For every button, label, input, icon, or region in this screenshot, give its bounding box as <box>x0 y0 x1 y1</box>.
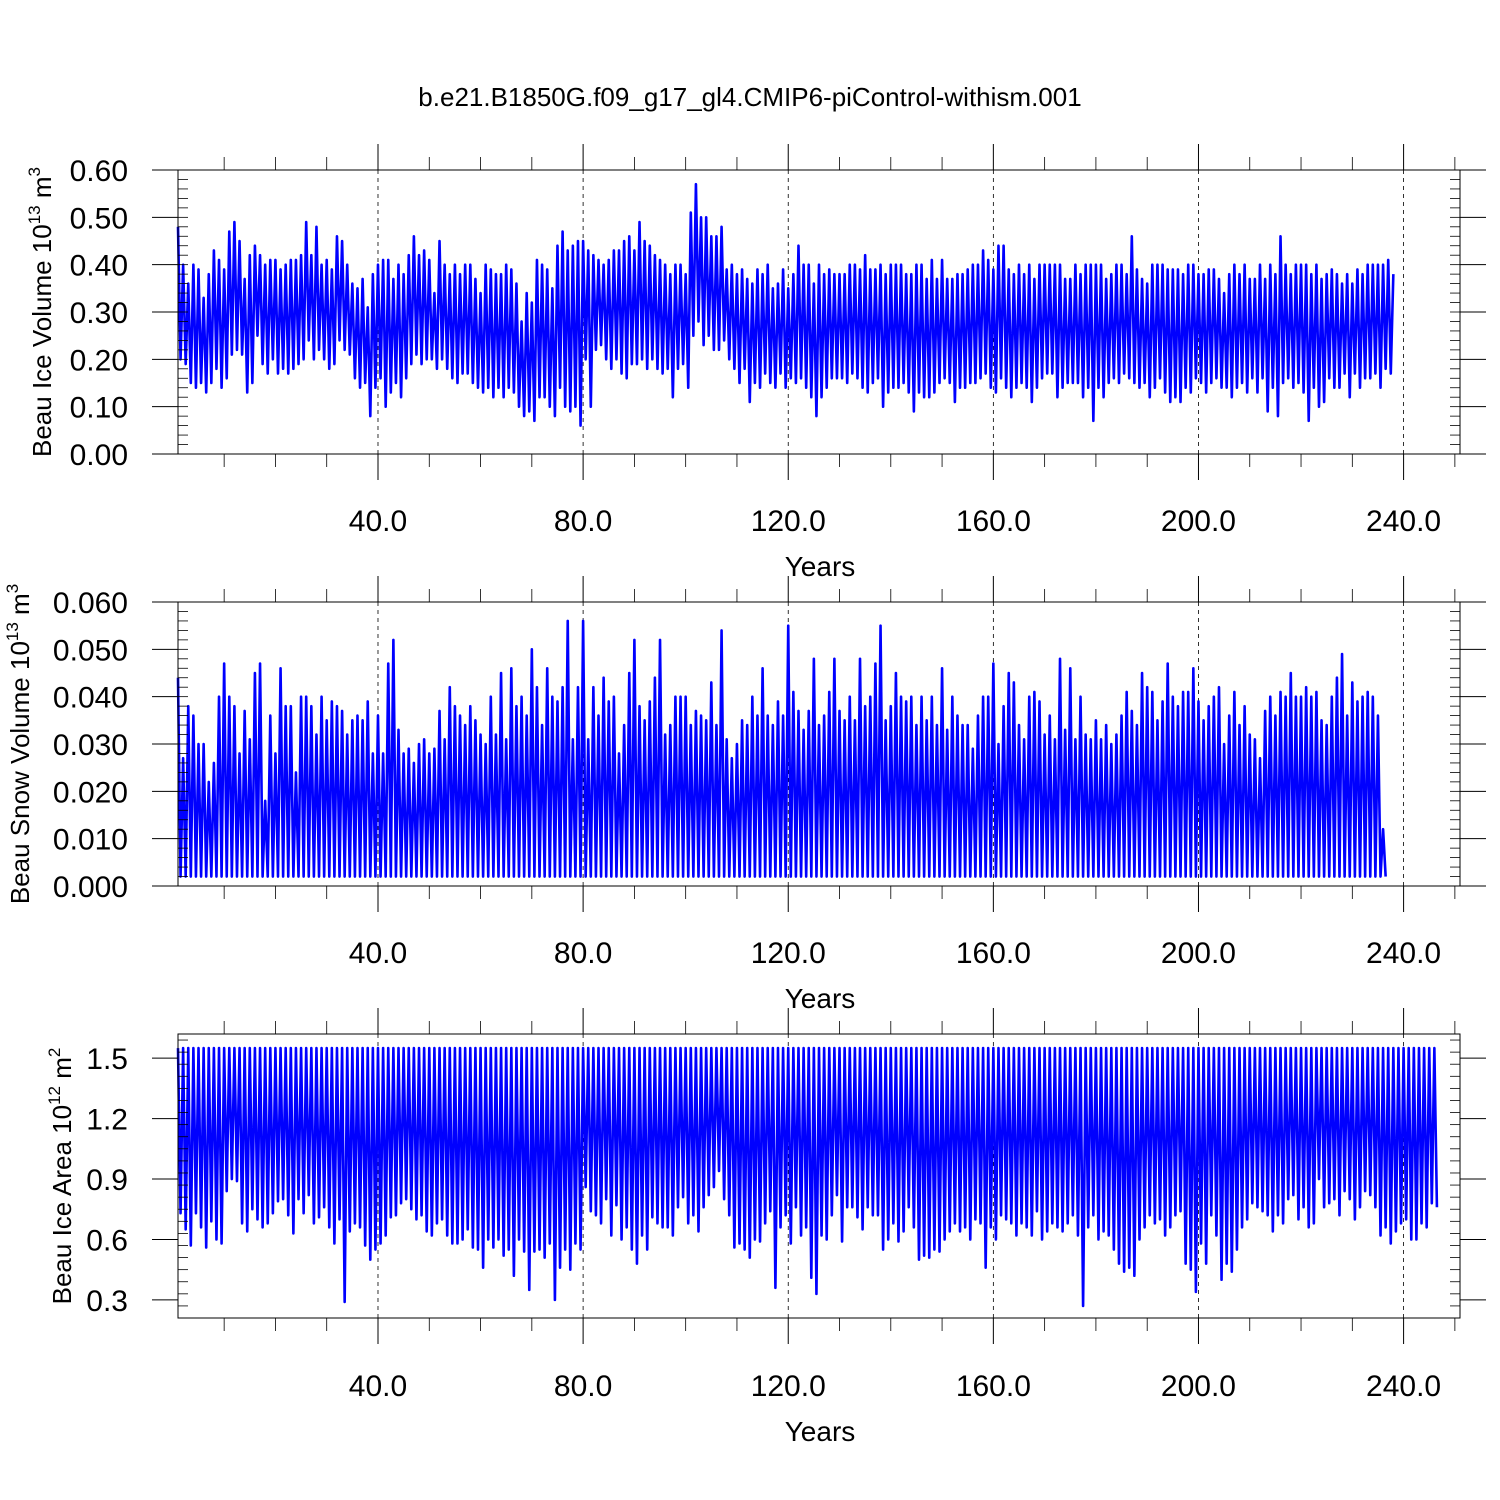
y-axis-title-text: Beau Snow Volume 10 <box>5 641 35 904</box>
y-axis-title-exponent: 12 <box>45 1086 64 1105</box>
x-tick-label: 200.0 <box>1161 937 1236 970</box>
y-tick-label: 0.30 <box>70 297 128 330</box>
x-tick-label: 160.0 <box>956 505 1031 538</box>
x-tick-label: 120.0 <box>751 1370 826 1403</box>
y-axis-title-unit: m <box>47 1057 77 1086</box>
series-line <box>176 182 1395 427</box>
x-tick-label: 200.0 <box>1161 1370 1236 1403</box>
y-axis-title-text: Beau Ice Area 10 <box>47 1105 77 1304</box>
y-tick-label: 0.3 <box>86 1285 128 1318</box>
x-tick-label: 160.0 <box>956 937 1031 970</box>
x-tick-label: 120.0 <box>751 937 826 970</box>
y-axis-title-unit-exponent: 3 <box>3 584 22 593</box>
y-axis-title: Beau Ice Area 1012 m2 <box>45 1048 77 1305</box>
x-tick-label: 80.0 <box>554 505 612 538</box>
y-tick-label: 0.000 <box>53 871 128 904</box>
y-axis-title-unit: m <box>5 593 35 622</box>
y-axis-title-exponent: 13 <box>25 205 44 224</box>
x-tick-label: 200.0 <box>1161 505 1236 538</box>
x-tick-label: 120.0 <box>751 505 826 538</box>
y-tick-label: 0.9 <box>86 1164 128 1197</box>
x-axis-title: Years <box>785 1416 856 1447</box>
y-tick-label: 0.6 <box>86 1224 128 1257</box>
y-tick-label: 1.5 <box>86 1043 128 1076</box>
x-tick-label: 80.0 <box>554 1370 612 1403</box>
y-tick-label: 0.030 <box>53 729 128 762</box>
y-tick-label: 0.10 <box>70 392 128 425</box>
series-line <box>176 1046 1439 1308</box>
x-tick-label: 240.0 <box>1366 505 1441 538</box>
panel-ice-volume: 0.00 0.10 0.20 0.30 0.40 0.50 0.60 40.0 80.0 120.… <box>25 144 1486 582</box>
figure-title: b.e21.B1850G.f09_g17_gl4.CMIP6-piControl… <box>418 82 1081 112</box>
x-tick-label: 40.0 <box>349 1370 407 1403</box>
y-axis-title-exponent: 13 <box>3 622 22 641</box>
y-axis-title-unit-exponent: 3 <box>25 167 44 176</box>
y-tick-label: 0.060 <box>53 587 128 620</box>
x-axis-title: Years <box>785 551 856 582</box>
y-axis-title-text: Beau Ice Volume 10 <box>27 224 57 457</box>
y-tick-label: 0.60 <box>70 155 128 188</box>
y-tick-label: 0.20 <box>70 344 128 377</box>
panel-ice-area: 0.3 0.6 0.9 1.2 1.5 40.0 80.0 120.0 160.0 200.0 24… <box>45 1008 1486 1447</box>
y-tick-label: 0.050 <box>53 634 128 667</box>
y-axis-title-unit: m <box>27 176 57 205</box>
y-tick-label: 0.50 <box>70 202 128 235</box>
y-axis-title-unit-exponent: 2 <box>45 1048 64 1057</box>
y-tick-label: 0.020 <box>53 776 128 809</box>
y-tick-label: 0.00 <box>70 439 128 472</box>
x-tick-label: 40.0 <box>349 505 407 538</box>
y-tick-label: 0.010 <box>53 824 128 857</box>
y-tick-label: 0.040 <box>53 682 128 715</box>
x-axis-title: Years <box>785 983 856 1014</box>
x-tick-label: 80.0 <box>554 937 612 970</box>
x-tick-label: 160.0 <box>956 1370 1031 1403</box>
plot-frame <box>177 1033 1461 1319</box>
y-axis-title: Beau Snow Volume 1013 m3 <box>3 584 35 904</box>
y-axis-title: Beau Ice Volume 1013 m3 <box>25 167 57 457</box>
y-tick-label: 1.2 <box>86 1104 128 1137</box>
panel-snow-volume: 0.000 0.010 0.020 0.030 0.040 0.050 0.060 40.0 8… <box>3 576 1486 1014</box>
x-tick-label: 240.0 <box>1366 937 1441 970</box>
x-tick-label: 40.0 <box>349 937 407 970</box>
y-tick-label: 0.40 <box>70 250 128 283</box>
x-tick-label: 240.0 <box>1366 1370 1441 1403</box>
series-line <box>176 619 1387 878</box>
